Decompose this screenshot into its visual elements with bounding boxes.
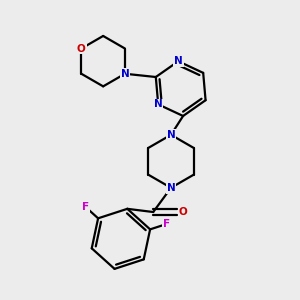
Text: O: O <box>77 44 86 54</box>
Text: N: N <box>121 69 129 79</box>
Text: N: N <box>154 99 163 110</box>
Text: N: N <box>167 130 176 140</box>
Text: F: F <box>163 219 170 229</box>
Text: N: N <box>167 183 176 193</box>
Text: O: O <box>179 207 188 217</box>
Text: N: N <box>174 56 183 66</box>
Text: F: F <box>82 202 89 212</box>
